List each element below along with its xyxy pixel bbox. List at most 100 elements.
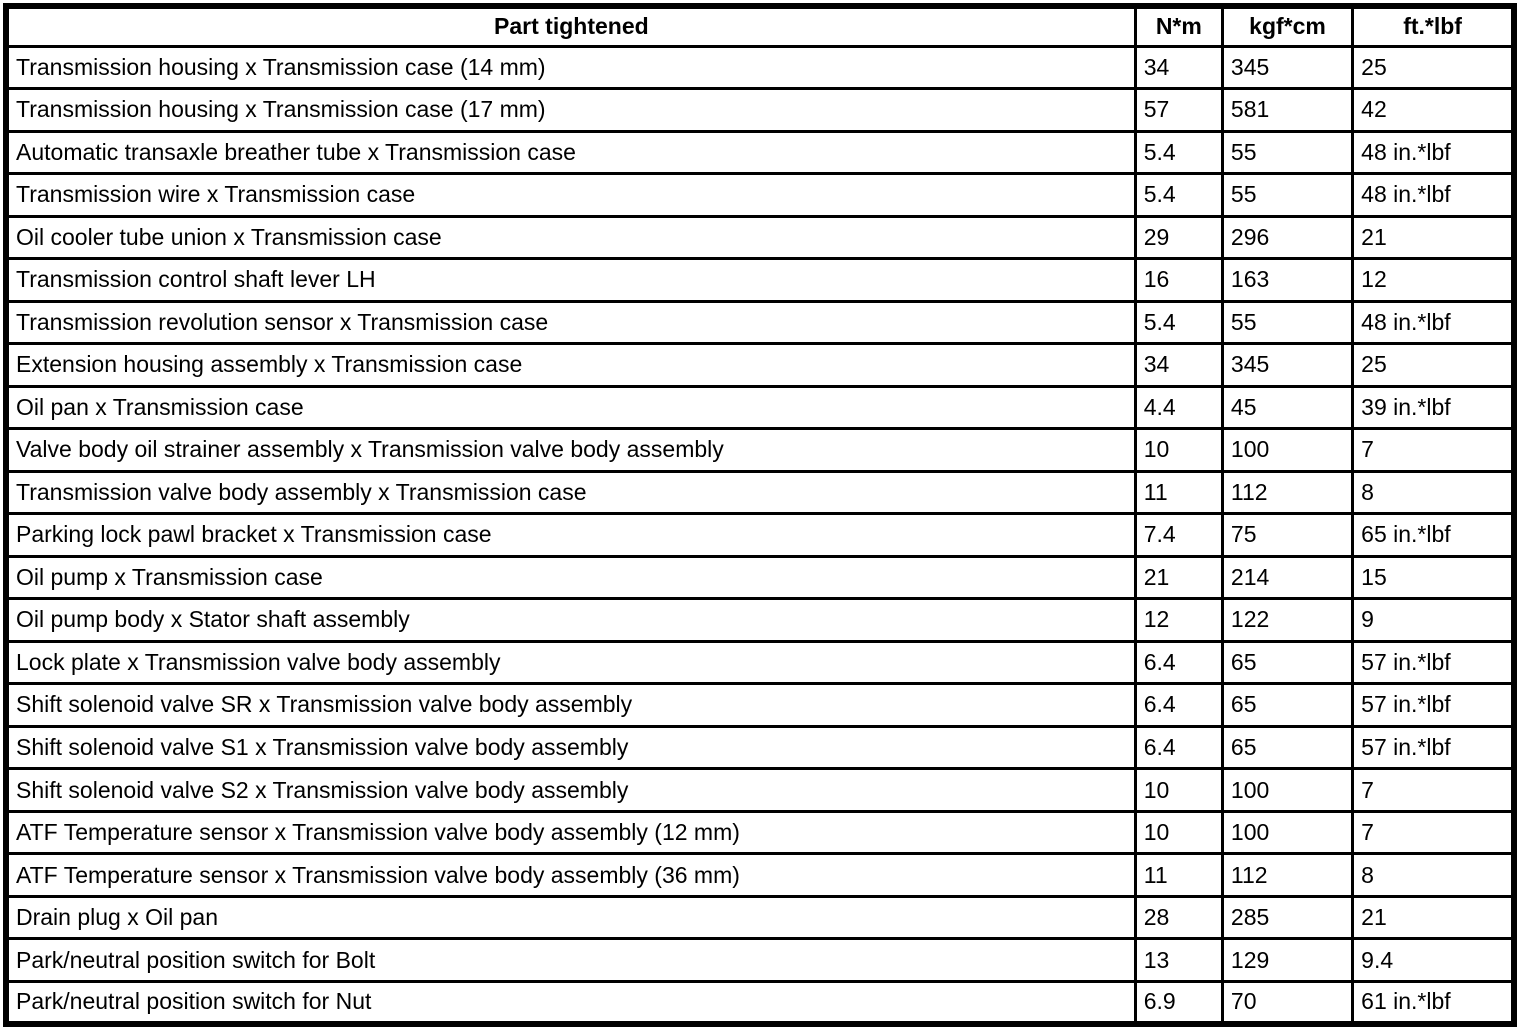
part-tightened-cell: Transmission valve body assembly x Trans… (4, 469, 1137, 516)
value-cell-nm: 11 (1133, 469, 1224, 516)
part-tightened-cell: ATF Temperature sensor x Transmission va… (4, 852, 1137, 898)
value-cell-nm: 6.4 (1133, 639, 1224, 686)
value-cell-ftlbf: 7 (1351, 767, 1516, 813)
value-cell-kgfcm: 581 (1220, 87, 1355, 133)
table-row: Oil pan x Transmission case 4.4 45 39 in.*l… (4, 384, 1516, 431)
part-tightened-cell: Valve body oil strainer assembly x Trans… (4, 427, 1137, 473)
value-cell-ftlbf: 65 in.*lbf (1351, 512, 1516, 558)
table-row: Shift solenoid valve S1 x Transmission v… (4, 724, 1516, 771)
table-row: ATF Temperature sensor x Transmission va… (4, 852, 1516, 898)
value-cell-nm: 34 (1133, 44, 1224, 90)
value-cell-kgfcm: 345 (1220, 44, 1355, 90)
value-cell-nm: 29 (1133, 214, 1224, 261)
value-cell-kgfcm: 163 (1220, 257, 1355, 303)
value-cell-ftlbf: 39 in.*lbf (1351, 384, 1516, 431)
value-cell-nm: 12 (1133, 597, 1224, 643)
header-row: Part tightened N*m kgf*cm ft.*lbf (4, 4, 1516, 48)
value-cell-kgfcm: 65 (1220, 724, 1355, 771)
value-cell-ftlbf: 48 in.*lbf (1351, 129, 1516, 176)
table-row: Extension housing assembly x Transmissio… (4, 342, 1516, 388)
column-header-nm: N*m (1133, 4, 1224, 48)
value-cell-kgfcm: 75 (1220, 512, 1355, 558)
value-cell-nm: 5.4 (1133, 172, 1224, 218)
value-cell-kgfcm: 100 (1220, 427, 1355, 473)
value-cell-ftlbf: 61 in.*lbf (1351, 979, 1516, 1026)
value-cell-nm: 13 (1133, 937, 1224, 983)
value-cell-nm: 6.4 (1133, 682, 1224, 728)
table-row: Transmission housing x Transmission case… (4, 87, 1516, 133)
value-cell-kgfcm: 45 (1220, 384, 1355, 431)
table-row: Valve body oil strainer assembly x Trans… (4, 427, 1516, 473)
part-tightened-cell: Automatic transaxle breather tube x Tran… (4, 129, 1137, 176)
part-tightened-cell: Shift solenoid valve SR x Transmission v… (4, 682, 1137, 728)
part-tightened-cell: Lock plate x Transmission valve body ass… (4, 639, 1137, 686)
value-cell-kgfcm: 296 (1220, 214, 1355, 261)
value-cell-ftlbf: 15 (1351, 554, 1516, 601)
table-row: Park/neutral position switch for Bolt 13 1… (4, 937, 1516, 983)
table-row: ATF Temperature sensor x Transmission va… (4, 809, 1516, 856)
part-tightened-cell: Transmission housing x Transmission case… (4, 44, 1137, 90)
table-body: Transmission housing x Transmission case… (4, 44, 1516, 1026)
value-cell-ftlbf: 48 in.*lbf (1351, 172, 1516, 218)
part-tightened-cell: ATF Temperature sensor x Transmission va… (4, 809, 1137, 856)
table-row: Transmission control shaft lever LH 16 163… (4, 257, 1516, 303)
table-row: Oil cooler tube union x Transmission cas… (4, 214, 1516, 261)
value-cell-ftlbf: 21 (1351, 214, 1516, 261)
value-cell-ftlbf: 9.4 (1351, 937, 1516, 983)
table-row: Automatic transaxle breather tube x Tran… (4, 129, 1516, 176)
table-row: Oil pump x Transmission case 21 214 15 (4, 554, 1516, 601)
value-cell-ftlbf: 42 (1351, 87, 1516, 133)
part-tightened-cell: Oil pump x Transmission case (4, 554, 1137, 601)
value-cell-ftlbf: 8 (1351, 852, 1516, 898)
table-row: Transmission housing x Transmission case… (4, 44, 1516, 90)
value-cell-nm: 11 (1133, 852, 1224, 898)
value-cell-kgfcm: 129 (1220, 937, 1355, 983)
part-tightened-cell: Transmission housing x Transmission case… (4, 87, 1137, 133)
value-cell-kgfcm: 65 (1220, 639, 1355, 686)
value-cell-nm: 16 (1133, 257, 1224, 303)
table-row: Drain plug x Oil pan 28 285 21 (4, 894, 1516, 941)
value-cell-ftlbf: 57 in.*lbf (1351, 724, 1516, 771)
value-cell-nm: 21 (1133, 554, 1224, 601)
table-row: Transmission revolution sensor x Transmi… (4, 299, 1516, 346)
column-header-ftlbf: ft.*lbf (1351, 4, 1516, 48)
part-tightened-cell: Transmission revolution sensor x Transmi… (4, 299, 1137, 346)
value-cell-kgfcm: 112 (1220, 469, 1355, 516)
part-tightened-cell: Parking lock pawl bracket x Transmission… (4, 512, 1137, 558)
value-cell-kgfcm: 100 (1220, 809, 1355, 856)
value-cell-nm: 6.4 (1133, 724, 1224, 771)
value-cell-ftlbf: 25 (1351, 342, 1516, 388)
value-cell-kgfcm: 70 (1220, 979, 1355, 1026)
table-row: Oil pump body x Stator shaft assembly 12 1… (4, 597, 1516, 643)
value-cell-nm: 28 (1133, 894, 1224, 941)
value-cell-kgfcm: 55 (1220, 172, 1355, 218)
column-header-kgfcm: kgf*cm (1220, 4, 1355, 48)
value-cell-ftlbf: 7 (1351, 427, 1516, 473)
column-header-part-tightened: Part tightened (4, 4, 1137, 48)
value-cell-nm: 10 (1133, 767, 1224, 813)
value-cell-kgfcm: 285 (1220, 894, 1355, 941)
table-row: Park/neutral position switch for Nut 6.9 7… (4, 979, 1516, 1026)
value-cell-ftlbf: 57 in.*lbf (1351, 682, 1516, 728)
part-tightened-cell: Oil pan x Transmission case (4, 384, 1137, 431)
value-cell-kgfcm: 214 (1220, 554, 1355, 601)
table-header: Part tightened N*m kgf*cm ft.*lbf (4, 4, 1516, 48)
value-cell-ftlbf: 48 in.*lbf (1351, 299, 1516, 346)
value-cell-ftlbf: 9 (1351, 597, 1516, 643)
value-cell-kgfcm: 112 (1220, 852, 1355, 898)
table-row: Shift solenoid valve SR x Transmission v… (4, 682, 1516, 728)
value-cell-ftlbf: 21 (1351, 894, 1516, 941)
value-cell-nm: 5.4 (1133, 299, 1224, 346)
value-cell-ftlbf: 57 in.*lbf (1351, 639, 1516, 686)
value-cell-ftlbf: 7 (1351, 809, 1516, 856)
part-tightened-cell: Oil pump body x Stator shaft assembly (4, 597, 1137, 643)
value-cell-ftlbf: 25 (1351, 44, 1516, 90)
value-cell-nm: 4.4 (1133, 384, 1224, 431)
part-tightened-cell: Shift solenoid valve S2 x Transmission v… (4, 767, 1137, 813)
value-cell-nm: 34 (1133, 342, 1224, 388)
torque-spec-table: Part tightened N*m kgf*cm ft.*lbf Transm… (3, 3, 1517, 1027)
part-tightened-cell: Extension housing assembly x Transmissio… (4, 342, 1137, 388)
value-cell-ftlbf: 12 (1351, 257, 1516, 303)
value-cell-kgfcm: 55 (1220, 299, 1355, 346)
part-tightened-cell: Transmission wire x Transmission case (4, 172, 1137, 218)
